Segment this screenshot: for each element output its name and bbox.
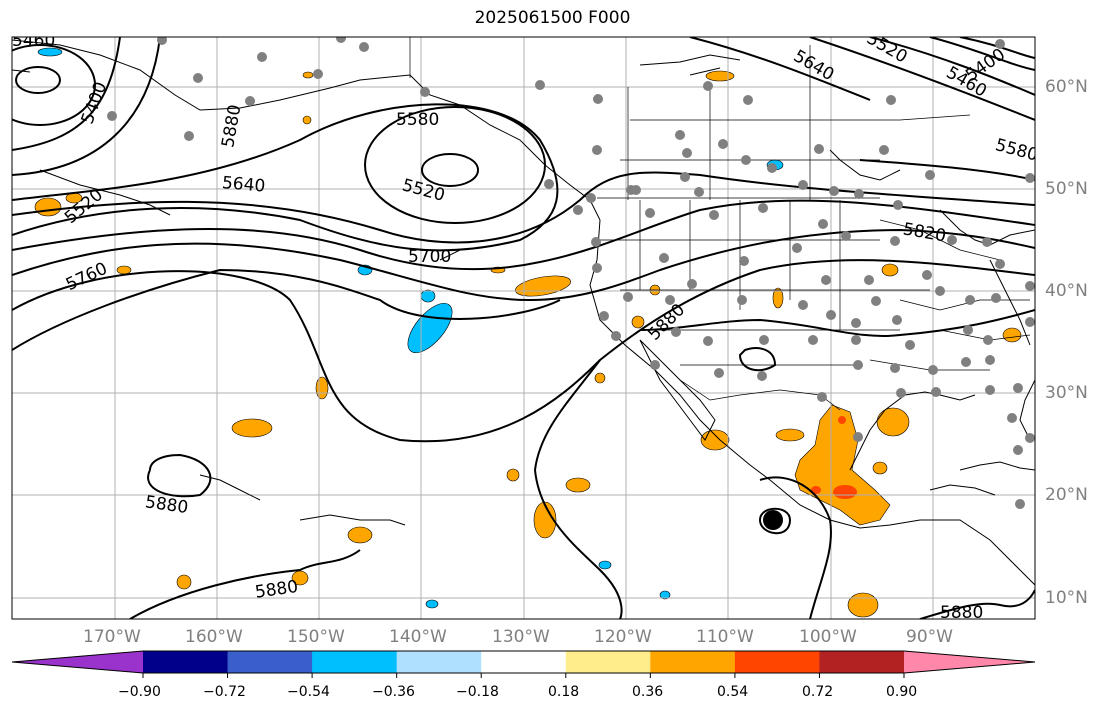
colorbar-tick-label: 0.36 xyxy=(632,684,664,700)
colorbar-segment xyxy=(227,651,313,673)
colorbar-tick-label: −0.54 xyxy=(287,684,330,700)
longitude-label: 130°W xyxy=(492,627,550,647)
contour-label: 5460 xyxy=(12,31,55,51)
contour-label: 5640 xyxy=(221,173,266,197)
longitude-label: 160°W xyxy=(185,627,243,647)
colorbar-segment xyxy=(396,651,482,673)
colorbar-segment xyxy=(565,651,651,673)
colorbar xyxy=(11,650,1036,678)
latitude-label: 20°N xyxy=(1045,485,1088,505)
colorbar-tick-label: −0.90 xyxy=(118,684,161,700)
colorbar-segment xyxy=(650,651,736,673)
contour-label: 5580 xyxy=(396,110,439,130)
latitude-label: 60°N xyxy=(1045,77,1088,97)
colorbar-tick-label: 0.18 xyxy=(548,684,580,700)
longitude-label: 170°W xyxy=(83,627,141,647)
colorbar-segment xyxy=(143,651,229,673)
colorbar-segment xyxy=(734,651,820,673)
latitude-label: 40°N xyxy=(1045,281,1088,301)
longitude-label: 120°W xyxy=(594,627,652,647)
colorbar-tick-label: 0.54 xyxy=(717,684,749,700)
contour-label: 5880 xyxy=(940,603,983,623)
station-markers xyxy=(107,37,1035,509)
political-borders xyxy=(409,37,1031,411)
map-frame xyxy=(11,36,1036,620)
colorbar-tick-label: 0.72 xyxy=(802,684,834,700)
colorbar-tick-label: −0.18 xyxy=(456,684,499,700)
colorbar-extend-high xyxy=(904,651,1035,673)
colorbar-tick-label: −0.72 xyxy=(203,684,246,700)
colorbar-extend-low xyxy=(12,651,143,673)
latitude-label: 10°N xyxy=(1045,588,1088,608)
colorbar-tick-label: 0.90 xyxy=(886,684,918,700)
longitude-label: 150°W xyxy=(287,627,345,647)
contour-label: 5700 xyxy=(408,247,451,267)
colorbar-tick-label: −0.36 xyxy=(372,684,415,700)
latitude-label: 50°N xyxy=(1045,179,1088,199)
longitude-label: 90°W xyxy=(906,627,953,647)
longitude-label: 100°W xyxy=(799,627,857,647)
colorbar-segment xyxy=(312,651,398,673)
colorbar-segment xyxy=(481,651,567,673)
longitude-label: 140°W xyxy=(389,627,447,647)
colorbar-segment xyxy=(819,651,905,673)
chart-title: 2025061500 F000 xyxy=(474,8,631,28)
low-center-marker xyxy=(763,510,783,530)
height-contours xyxy=(12,37,1035,619)
longitude-label: 110°W xyxy=(696,627,754,647)
latitude-label: 30°N xyxy=(1045,383,1088,403)
coastlines xyxy=(12,39,1035,586)
